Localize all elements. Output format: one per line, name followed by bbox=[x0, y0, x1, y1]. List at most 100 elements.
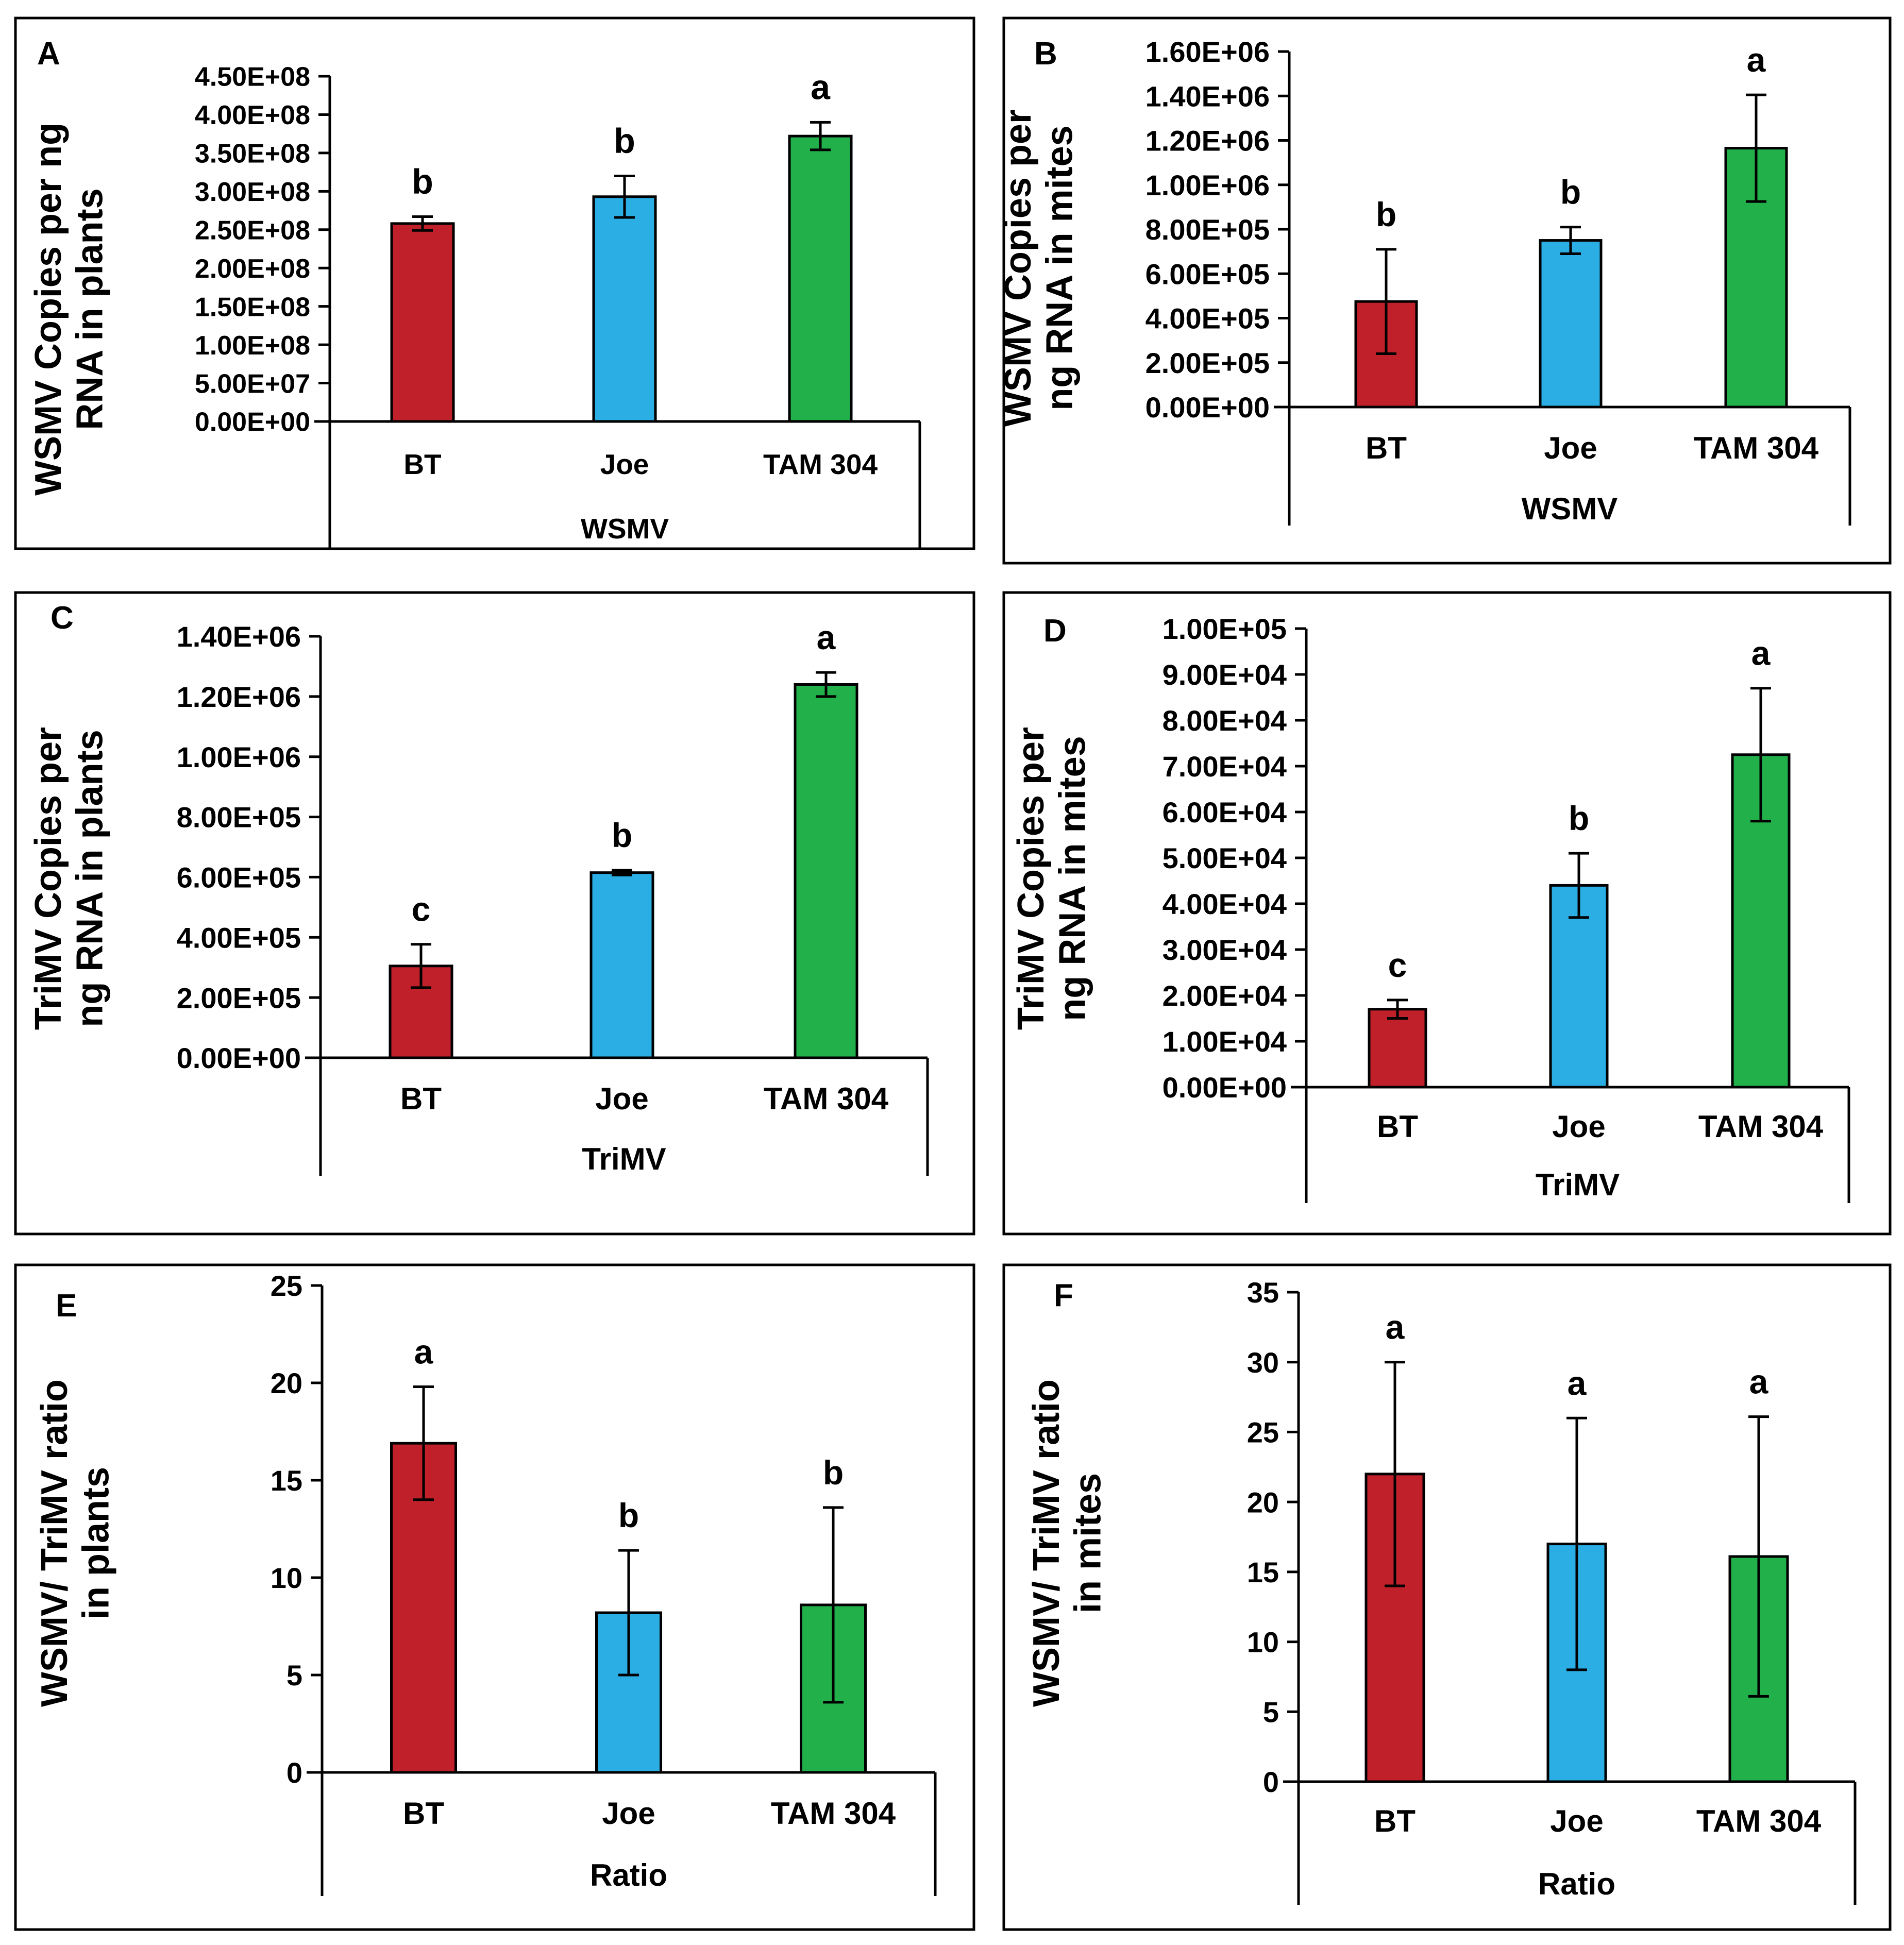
y-tick-label: 0 bbox=[287, 1756, 302, 1789]
y-tick-label: 1.00E+06 bbox=[1145, 169, 1270, 201]
y-tick-label: 20 bbox=[1247, 1486, 1279, 1518]
significance-letter: b bbox=[614, 122, 635, 161]
significance-letter: c bbox=[412, 890, 431, 928]
y-tick-label: 7.00E+04 bbox=[1162, 750, 1287, 783]
bar-joe bbox=[1539, 239, 1603, 409]
y-tick-label: 2.00E+05 bbox=[1145, 347, 1270, 379]
y-tick-label: 0.00E+00 bbox=[1162, 1071, 1287, 1104]
y-tick-label: 25 bbox=[271, 1270, 302, 1302]
significance-letter: c bbox=[1388, 946, 1407, 984]
category-label: BT bbox=[1374, 1804, 1416, 1838]
significance-letter: a bbox=[811, 67, 831, 107]
y-tick-label: 8.00E+04 bbox=[1162, 704, 1287, 737]
y-tick-label: 3.50E+08 bbox=[195, 139, 310, 169]
y-tick-label: 5 bbox=[1263, 1696, 1279, 1728]
chart-panel-b: B 0.00E+00 2.00E+05 4.00E+05 6.00E+05 8.00E+0… bbox=[998, 16, 1892, 565]
panel-label: E bbox=[56, 1288, 77, 1324]
chart-panel-d: D 0.00E+00 1.00E+04 2.00E+04 3.00E+04 4.00E+0… bbox=[1002, 591, 1892, 1236]
category-label: Joe bbox=[600, 448, 649, 480]
y-tick-label: 1.00E+06 bbox=[177, 741, 301, 773]
y-axis-label-line: WSMV Copies per ng bbox=[28, 123, 69, 496]
y-tick-label: 0.00E+00 bbox=[177, 1042, 301, 1074]
chart-panel-e: E 0 5 10 15 20 25 WSMV/ TriMV ratioin plants a BT… bbox=[14, 1263, 975, 1931]
y-axis-label: WSMV/ TriMV ratioin plants bbox=[34, 1379, 117, 1707]
y-tick-label: 25 bbox=[1247, 1416, 1279, 1449]
significance-letter: a bbox=[1749, 1363, 1769, 1401]
y-tick-label: 0.00E+00 bbox=[1145, 391, 1270, 424]
x-axis-label: TriMV bbox=[582, 1142, 666, 1176]
significance-letter: b bbox=[612, 816, 632, 854]
bar-bt bbox=[1368, 1008, 1427, 1089]
y-tick-label: 4.00E+05 bbox=[177, 921, 301, 954]
category-label: BT bbox=[400, 1081, 442, 1116]
y-tick-label: 1.20E+06 bbox=[177, 681, 301, 713]
y-tick-label: 8.00E+05 bbox=[177, 801, 301, 834]
y-tick-label: 5 bbox=[287, 1659, 302, 1692]
significance-letter: a bbox=[817, 618, 836, 656]
y-axis-label-line: RNA in plants bbox=[70, 188, 111, 430]
y-axis-label: WSMV Copies perng RNA in mites bbox=[998, 109, 1081, 427]
significance-letter: a bbox=[414, 1333, 434, 1371]
y-tick-label: 0 bbox=[1263, 1766, 1279, 1798]
significance-letter: b bbox=[1376, 195, 1396, 233]
significance-letter: a bbox=[1568, 1364, 1587, 1402]
panel-frame bbox=[14, 1263, 975, 1931]
x-axis-label: WSMV bbox=[1522, 492, 1618, 526]
y-tick-label: 4.00E+08 bbox=[195, 100, 310, 130]
y-tick-label: 6.00E+05 bbox=[1145, 258, 1270, 290]
y-tick-label: 4.00E+04 bbox=[1162, 888, 1287, 920]
significance-letter: b bbox=[1569, 799, 1589, 837]
y-axis-label-line: TriMV Copies per bbox=[1010, 727, 1052, 1030]
y-tick-label: 30 bbox=[1247, 1346, 1279, 1379]
significance-letter: a bbox=[1751, 634, 1771, 672]
y-axis-label-line: WSMV/ TriMV ratio bbox=[34, 1379, 75, 1707]
y-axis-label-line: ng RNA in plants bbox=[70, 730, 111, 1027]
y-axis-label: TriMV Copies perng RNA in plants bbox=[28, 727, 111, 1030]
bar-joe bbox=[592, 195, 657, 423]
category-label: Joe bbox=[602, 1796, 655, 1831]
y-tick-label: 5.00E+07 bbox=[195, 369, 310, 399]
y-tick-label: 6.00E+04 bbox=[1162, 796, 1287, 828]
category-label: TAM 304 bbox=[1696, 1804, 1822, 1838]
y-tick-label: 1.40E+06 bbox=[177, 620, 301, 653]
y-tick-label: 1.50E+08 bbox=[195, 292, 310, 322]
y-axis-label-line: WSMV Copies per bbox=[998, 109, 1039, 427]
panel-label: C bbox=[50, 600, 74, 636]
panel-label: A bbox=[37, 36, 60, 72]
significance-letter: b bbox=[823, 1453, 844, 1492]
panel-label: F bbox=[1054, 1278, 1073, 1313]
category-label: TAM 304 bbox=[771, 1796, 896, 1831]
category-label: TAM 304 bbox=[1694, 431, 1819, 465]
category-label: Joe bbox=[595, 1081, 648, 1116]
y-tick-label: 10 bbox=[271, 1562, 302, 1594]
category-label: TAM 304 bbox=[763, 448, 878, 480]
y-axis-label: WSMV Copies per ngRNA in plants bbox=[28, 123, 111, 496]
y-tick-label: 0.00E+00 bbox=[195, 408, 310, 437]
x-axis-label: WSMV bbox=[581, 513, 669, 545]
y-axis-label-line: in mites bbox=[1068, 1473, 1109, 1613]
category-label: BT bbox=[1377, 1109, 1418, 1144]
y-tick-label: 3.00E+08 bbox=[195, 177, 310, 207]
chart-panel-a: A 0.00E+00 5.00E+07 1.00E+08 1.50E+08 2.00E+0… bbox=[14, 16, 975, 550]
significance-letter: b bbox=[618, 1496, 639, 1534]
category-label: BT bbox=[403, 448, 441, 480]
chart-panel-f: F 0 5 10 15 20 25 30 35 WSMV/ TriMV ratioin mites… bbox=[1002, 1263, 1892, 1931]
y-tick-label: 9.00E+04 bbox=[1162, 658, 1287, 691]
y-tick-label: 4.50E+08 bbox=[195, 62, 310, 92]
y-axis-label-line: TriMV Copies per bbox=[28, 727, 69, 1030]
bar-joe bbox=[1549, 884, 1609, 1089]
x-axis-label: TriMV bbox=[1536, 1168, 1620, 1202]
y-tick-label: 1.00E+08 bbox=[195, 331, 310, 361]
category-label: BT bbox=[403, 1796, 444, 1831]
y-axis-label-line: in plants bbox=[76, 1467, 117, 1619]
bar-tam-304 bbox=[788, 134, 853, 423]
y-tick-label: 15 bbox=[1247, 1556, 1279, 1588]
category-label: TAM 304 bbox=[1698, 1109, 1824, 1144]
category-label: BT bbox=[1366, 431, 1407, 465]
bar-bt bbox=[390, 222, 455, 423]
y-tick-label: 2.00E+04 bbox=[1162, 979, 1287, 1012]
significance-letter: a bbox=[1386, 1308, 1405, 1346]
y-tick-label: 1.40E+06 bbox=[1145, 80, 1270, 112]
category-label: Joe bbox=[1544, 431, 1597, 465]
